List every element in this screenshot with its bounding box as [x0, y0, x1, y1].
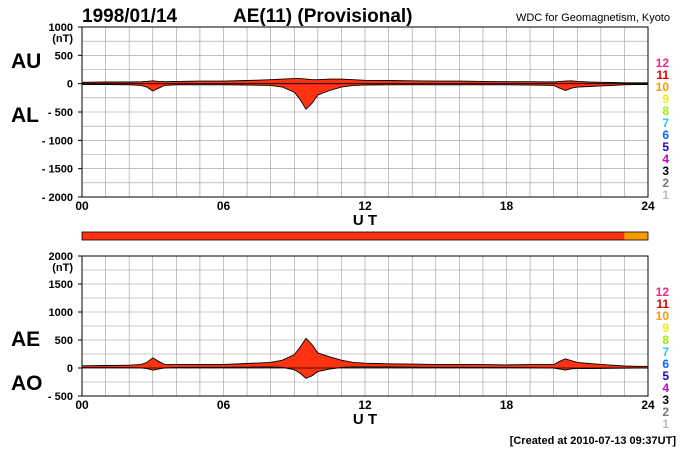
station-legend-item: 1: [662, 417, 669, 431]
p1-ytick-label: - 1500: [42, 164, 73, 176]
p2-frame: [81, 255, 649, 397]
source-label: WDC for Geomagnetism, Kyoto: [516, 12, 670, 24]
p2-ytick-label: 1500: [49, 279, 73, 291]
station-legend-item: 12: [656, 285, 670, 299]
p1-xlabel: U T: [353, 212, 377, 229]
date-title: 1998/01/14: [82, 6, 178, 27]
station-bar-frame: [81, 231, 649, 241]
station-legend-item: 10: [656, 80, 670, 94]
station-legend-item: 8: [662, 104, 669, 118]
p2-xtick-label: 24: [641, 398, 655, 412]
au-al-panel: 1000 500 0 - 500 - 1000 - 1500 - 2000 (nT) 00 06 1…: [11, 22, 655, 229]
station-legend-item: 4: [662, 152, 669, 166]
p1-ylabel: (nT): [52, 33, 73, 45]
p2-ytick-label: 2000: [49, 251, 73, 263]
p1-ytick-label: - 1000: [42, 135, 73, 147]
p2-xtick-label: 18: [500, 398, 514, 412]
p2-series-ae: [81, 337, 648, 367]
station-legend-item: 4: [662, 381, 669, 395]
station-legend-item: 3: [662, 393, 669, 407]
p2-ylabel: (nT): [52, 262, 73, 274]
station-legend-item: 7: [662, 345, 669, 359]
ae-ao-panel: 2000 1500 1000 500 0 - 500 (nT) 00 06 12 18 24 U T AE…: [11, 251, 655, 428]
station-bar-segment: [82, 232, 625, 240]
station-legend-item: 6: [662, 128, 669, 142]
station-bar-segment: [624, 232, 648, 240]
p2-side-label-upper: AE: [11, 328, 40, 351]
index-title: AE(11) (Provisional): [233, 6, 413, 27]
p1-xtick-label: 18: [500, 199, 514, 213]
station-legend-item: 2: [662, 405, 669, 419]
station-legend-item: 11: [656, 297, 669, 311]
p1-ytick-label: - 500: [48, 107, 73, 119]
p1-ytick-label: 0: [67, 79, 73, 91]
p1-ytick-label: - 2000: [42, 192, 73, 204]
p1-ytick-label: 500: [55, 50, 73, 62]
station-legend-item: 7: [662, 116, 669, 130]
p1-ytick-label: 1000: [49, 22, 73, 34]
station-legend-item: 2: [662, 176, 669, 190]
p1-xtick-label: 06: [217, 199, 231, 213]
station-legend-item: 3: [662, 164, 669, 178]
station-legend-item: 6: [662, 357, 669, 371]
p2-ytick-label: 500: [55, 335, 73, 347]
p2-side-label-lower: AO: [11, 372, 43, 395]
p2-ytick-label: 0: [67, 363, 73, 375]
p1-xtick-label: 00: [75, 199, 89, 213]
p2-xtick-label: 06: [217, 398, 231, 412]
station-count-bar: [81, 231, 649, 241]
station-legend-item: 9: [662, 321, 669, 335]
p1-xtick-label: 12: [358, 199, 372, 213]
station-legend-item: 1: [662, 188, 669, 202]
p1-side-label-lower: AL: [11, 104, 39, 127]
station-legend-item: 11: [656, 68, 669, 82]
p2-ytick-label: 1000: [49, 307, 73, 319]
p2-xtick-label: 00: [75, 398, 89, 412]
station-legend-item: 5: [662, 140, 669, 154]
p1-side-label-upper: AU: [11, 50, 41, 73]
p1-series-au: [81, 78, 648, 84]
station-legend-item: 5: [662, 369, 669, 383]
station-legend-item: 12: [656, 56, 670, 70]
p2-xlabel: U T: [353, 411, 377, 428]
station-legend-item: 9: [662, 92, 669, 106]
p2-ytick-label: - 500: [48, 391, 73, 403]
p1-series-al: [82, 84, 648, 110]
created-label: [Created at 2010-07-13 09:37UT]: [510, 435, 677, 447]
p2-xtick-label: 12: [358, 398, 372, 412]
p1-xtick-label: 24: [641, 199, 655, 213]
station-legend-item: 10: [656, 309, 670, 323]
station-legend-item: 8: [662, 333, 669, 347]
